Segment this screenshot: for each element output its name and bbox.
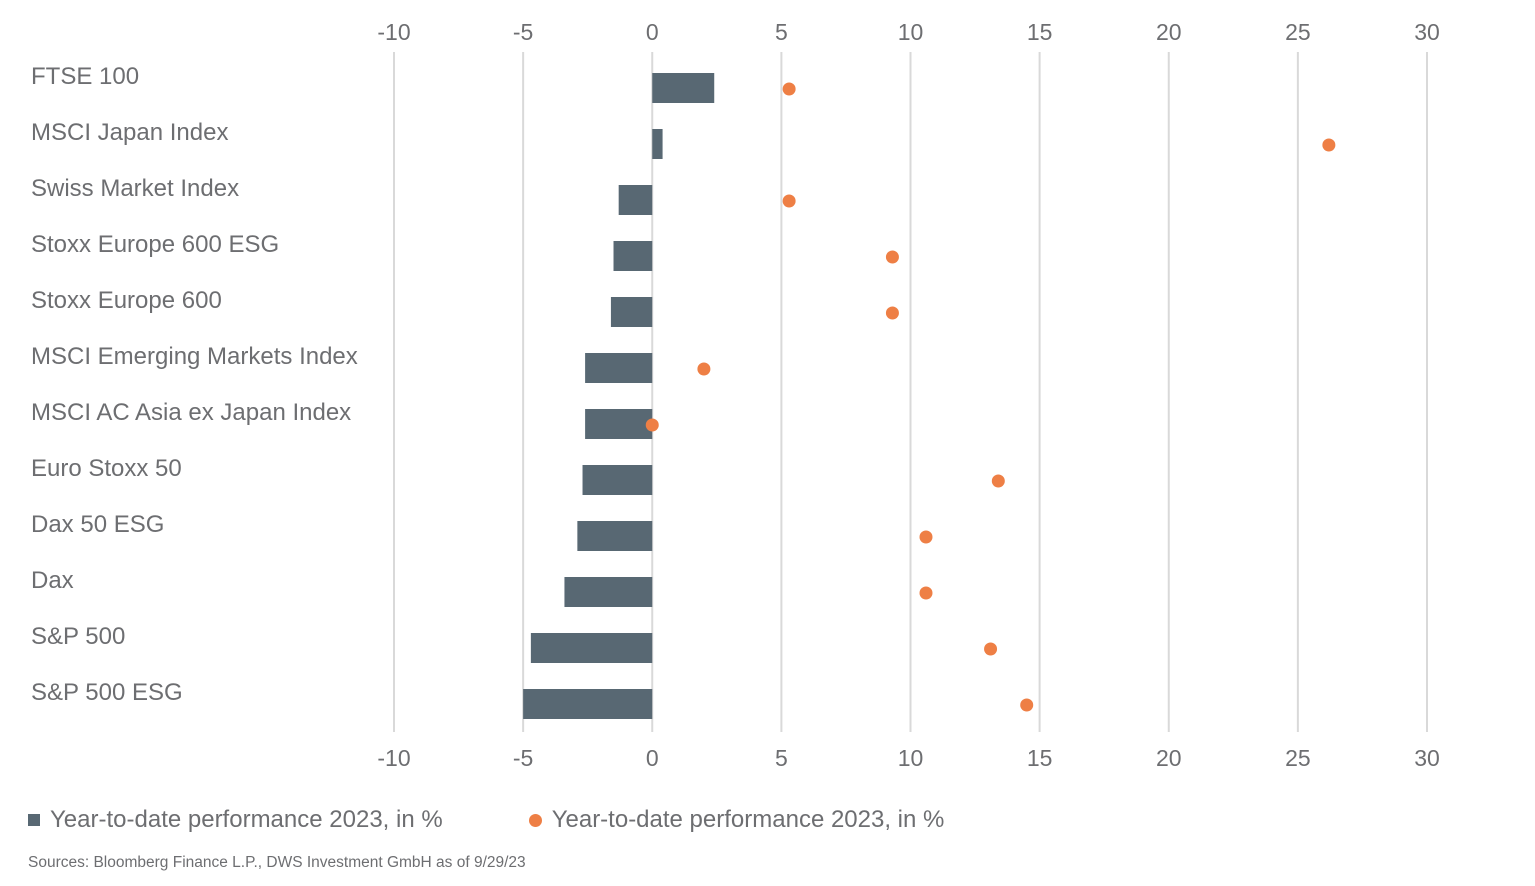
- legend-label-bars: Year-to-date performance 2023, in %: [50, 806, 443, 833]
- x-axis-bottom: -10 -5 0 5 10 15 20 25 30: [377, 745, 1439, 771]
- legend-square-icon: [28, 814, 40, 826]
- x-axis-top: -10 -5 0 5 10 15 20 25 30: [377, 19, 1439, 45]
- category-label: Stoxx Europe 600: [31, 287, 222, 314]
- bar: [652, 73, 715, 103]
- category-label: Dax: [31, 567, 74, 594]
- dot-series: [645, 82, 1336, 712]
- bar: [610, 297, 653, 327]
- category-labels: FTSE 100 MSCI Japan Index Swiss Market Ind…: [31, 63, 358, 706]
- x-tick-label-top: 20: [1156, 19, 1182, 45]
- x-tick-label-top: -10: [377, 19, 410, 45]
- dot-point: [919, 530, 933, 544]
- dot-point: [1020, 698, 1034, 712]
- x-tick-label-top: 10: [898, 19, 924, 45]
- dot-point: [919, 586, 933, 600]
- x-tick-label-top: 5: [775, 19, 788, 45]
- bar: [618, 185, 653, 215]
- x-tick-label-top: 25: [1285, 19, 1311, 45]
- bar: [585, 409, 653, 439]
- bar: [530, 633, 653, 663]
- x-tick-label-bottom: 20: [1156, 745, 1182, 771]
- bar: [652, 129, 663, 159]
- category-label: Dax 50 ESG: [31, 511, 164, 538]
- ytd-performance-chart: -10 -5 0 5 10 15 20 25 30 -10 -5 0 5 10 15 20 25 30 FTSE…: [31, 19, 1440, 771]
- legend-item-bars: Year-to-date performance 2023, in %: [28, 806, 443, 834]
- bar: [585, 353, 653, 383]
- dot-point: [885, 306, 899, 320]
- dot-point: [885, 250, 899, 264]
- x-tick-label-bottom: -10: [377, 745, 410, 771]
- legend-label-dots: Year-to-date performance 2023, in %: [551, 806, 945, 833]
- legend-dot-icon: [528, 813, 542, 827]
- bar: [523, 689, 653, 719]
- x-tick-label-top: 30: [1414, 19, 1440, 45]
- bar: [564, 577, 653, 607]
- category-label: Euro Stoxx 50: [31, 455, 182, 482]
- category-label: S&P 500 ESG: [31, 679, 183, 706]
- category-label: FTSE 100: [31, 63, 139, 90]
- legend-item-dots: Year-to-date performance 2023, in %: [528, 806, 945, 834]
- dot-point: [991, 474, 1005, 488]
- x-tick-label-bottom: 5: [775, 745, 788, 771]
- category-label: Swiss Market Index: [31, 175, 239, 202]
- x-tick-label-top: 0: [646, 19, 659, 45]
- x-tick-label-top: 15: [1027, 19, 1053, 45]
- dot-point: [645, 418, 659, 432]
- x-tick-label-bottom: 0: [646, 745, 659, 771]
- bar: [577, 521, 653, 551]
- legend: Year-to-date performance 2023, in % Year…: [28, 803, 1030, 837]
- category-label: S&P 500: [31, 623, 125, 650]
- dot-point: [782, 82, 796, 96]
- x-tick-label-bottom: 25: [1285, 745, 1311, 771]
- x-tick-label-bottom: -5: [513, 745, 533, 771]
- x-tick-label-top: -5: [513, 19, 533, 45]
- category-label: MSCI Japan Index: [31, 119, 228, 146]
- bar: [613, 241, 653, 271]
- dot-point: [697, 362, 711, 376]
- category-label: MSCI AC Asia ex Japan Index: [31, 399, 351, 426]
- x-tick-label-bottom: 15: [1027, 745, 1053, 771]
- bar: [582, 465, 653, 495]
- bar-series: [523, 73, 715, 719]
- category-label: MSCI Emerging Markets Index: [31, 343, 358, 370]
- x-tick-label-bottom: 10: [898, 745, 924, 771]
- gridlines: [393, 52, 1428, 732]
- dot-point: [984, 642, 998, 656]
- x-tick-label-bottom: 30: [1414, 745, 1440, 771]
- source-note: Sources: Bloomberg Finance L.P., DWS Inv…: [28, 854, 526, 871]
- category-label: Stoxx Europe 600 ESG: [31, 231, 279, 258]
- dot-point: [1322, 138, 1336, 152]
- dot-point: [782, 194, 796, 208]
